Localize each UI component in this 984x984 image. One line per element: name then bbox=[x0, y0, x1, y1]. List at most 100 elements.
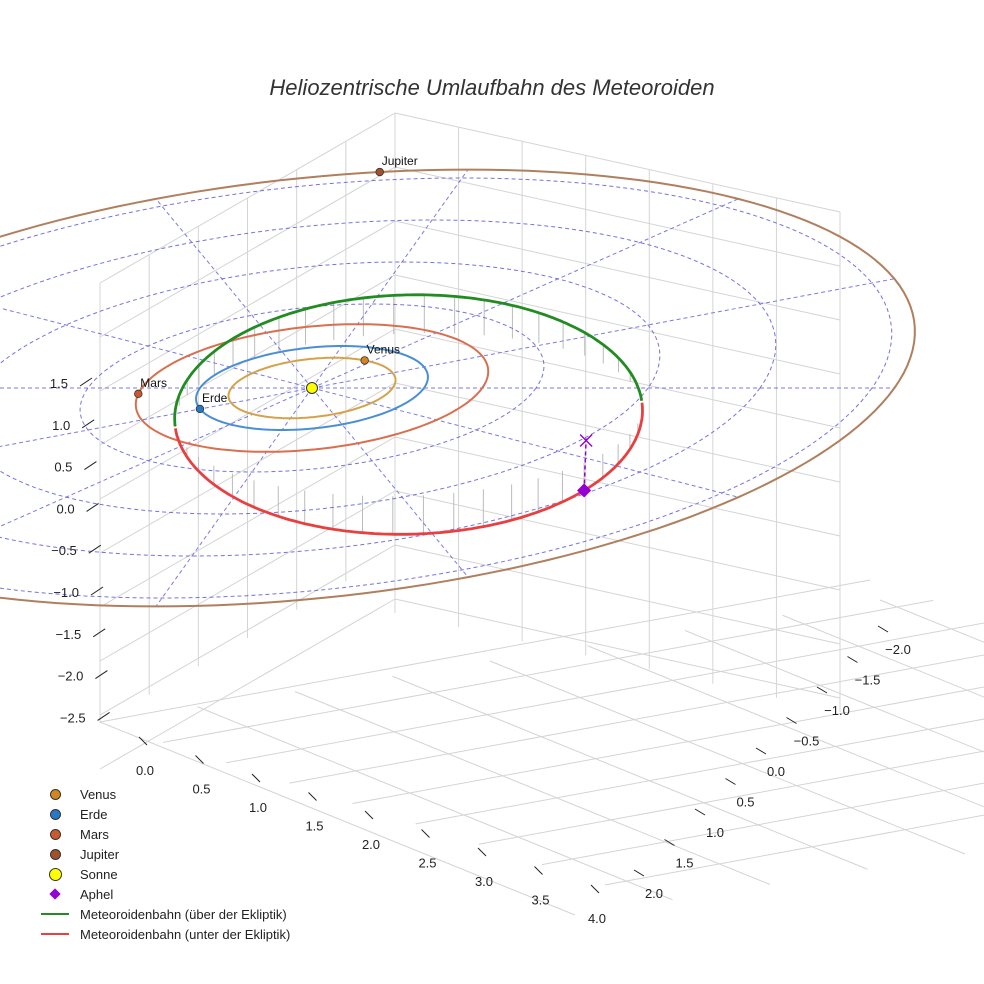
grid-line bbox=[99, 721, 576, 916]
marker-aphel bbox=[577, 483, 592, 498]
y-tick-label: 1.0 bbox=[706, 825, 724, 840]
ecliptic-spoke bbox=[311, 387, 739, 498]
legend-dot-icon bbox=[49, 808, 61, 820]
y-axis-ticks: −2.0 −1.5 −1.0 −0.5 0.0 0.5 1.0 1.5 2.0 bbox=[633, 625, 911, 901]
z-tick-label: −2.5 bbox=[60, 710, 86, 725]
grid-line bbox=[684, 630, 984, 753]
grid-line bbox=[782, 614, 984, 698]
z-tick-label: 0.0 bbox=[57, 501, 75, 516]
x-tick-label: 2.0 bbox=[362, 837, 380, 852]
legend-swatch bbox=[38, 784, 72, 804]
z-tick-label: 1.5 bbox=[50, 376, 68, 391]
y-tick-mark bbox=[633, 869, 645, 877]
chart-title: Heliozentrische Umlaufbahn des Meteoroid… bbox=[269, 75, 714, 100]
ecliptic-spoke bbox=[311, 278, 895, 389]
z-tick-label: −0.5 bbox=[51, 543, 77, 558]
y-tick-mark bbox=[755, 747, 767, 755]
grid-line bbox=[163, 599, 934, 743]
grid-line bbox=[394, 598, 841, 699]
legend-item: Jupiter bbox=[38, 844, 358, 864]
planet-orbits bbox=[0, 168, 916, 608]
grid-line bbox=[394, 328, 841, 429]
z-tick-mark bbox=[95, 670, 108, 680]
marker-jupiter bbox=[375, 167, 384, 177]
legend-label: Meteoroidenbahn (über der Ekliptik) bbox=[80, 906, 287, 922]
grid-back-panes bbox=[99, 112, 841, 770]
x-tick-label: 2.5 bbox=[418, 856, 436, 871]
x-tick-label: 0.5 bbox=[192, 782, 210, 797]
legend-line-icon bbox=[41, 913, 69, 915]
ecliptic-spoke bbox=[0, 387, 313, 448]
marker-venus bbox=[360, 356, 369, 365]
z-tick-mark bbox=[97, 711, 110, 721]
orbit-jupiter bbox=[0, 168, 916, 608]
legend-swatch bbox=[38, 824, 72, 844]
ecliptic-grid bbox=[0, 169, 895, 607]
aphel-cross-stroke bbox=[579, 433, 593, 447]
x-tick-label: 0.0 bbox=[136, 763, 154, 778]
z-tick-mark bbox=[86, 502, 99, 512]
grid-line bbox=[394, 382, 841, 483]
marker-erde bbox=[195, 404, 205, 414]
legend-label: Jupiter bbox=[80, 846, 120, 862]
grid-line bbox=[587, 645, 984, 808]
meteoroid-path-above bbox=[173, 293, 644, 427]
y-tick-label: −1.5 bbox=[855, 673, 881, 688]
grid-line bbox=[294, 691, 771, 885]
legend-swatch bbox=[38, 804, 72, 824]
legend-item: Mars bbox=[38, 824, 358, 844]
grid-line bbox=[541, 782, 984, 866]
grid-line bbox=[289, 654, 984, 784]
legend-swatch bbox=[38, 844, 72, 864]
legend-swatch bbox=[38, 924, 72, 944]
z-tick-label: 1.0 bbox=[52, 418, 70, 433]
z-tick-mark bbox=[79, 377, 93, 387]
z-tick-mark bbox=[84, 461, 97, 471]
legend-label: Aphel bbox=[80, 886, 114, 902]
y-tick-label: −0.5 bbox=[794, 734, 820, 749]
grid-line bbox=[394, 112, 841, 213]
x-tick-mark bbox=[251, 773, 261, 783]
meteoroid-path-below bbox=[174, 402, 644, 536]
y-tick-label: 0.5 bbox=[736, 795, 754, 810]
x-tick-mark bbox=[138, 736, 148, 746]
ecliptic-spoke bbox=[0, 387, 313, 527]
aphel-ecliptic-cross bbox=[579, 433, 593, 447]
y-tick-mark bbox=[847, 656, 858, 663]
legend-dot-icon bbox=[49, 828, 61, 840]
grid-line bbox=[478, 750, 984, 845]
grid-line bbox=[226, 622, 984, 764]
x-tick-label: 4.0 bbox=[588, 911, 606, 926]
y-tick-label: 1.5 bbox=[675, 856, 693, 871]
label-jupiter: Jupiter bbox=[382, 154, 418, 168]
grid-line bbox=[489, 660, 966, 855]
ecliptic-spoke bbox=[155, 198, 313, 389]
grid-line bbox=[604, 814, 984, 886]
legend-swatch bbox=[38, 884, 72, 904]
grid-line bbox=[394, 274, 841, 375]
aphel-drop-line bbox=[583, 438, 587, 491]
x-tick-label: 3.5 bbox=[531, 893, 549, 908]
orbit-mars bbox=[134, 323, 490, 453]
z-tick-label: −2.0 bbox=[58, 669, 84, 684]
x-tick-label: 1.0 bbox=[249, 800, 267, 815]
x-tick-label: 3.0 bbox=[475, 874, 493, 889]
orbit-venus bbox=[227, 356, 397, 420]
legend-item: Venus bbox=[38, 784, 358, 804]
y-tick-mark bbox=[786, 717, 797, 724]
grid-line bbox=[394, 436, 841, 537]
grid-line bbox=[99, 598, 396, 770]
y-tick-mark bbox=[877, 625, 889, 633]
meteoroid-orbit bbox=[173, 293, 644, 536]
grid-line bbox=[352, 686, 984, 804]
marker-sonne bbox=[306, 382, 318, 394]
y-tick-mark bbox=[664, 839, 675, 846]
ecliptic-spoke bbox=[311, 387, 469, 578]
legend-sun-icon bbox=[48, 867, 62, 881]
legend-label: Erde bbox=[80, 806, 108, 822]
legend-label: Venus bbox=[80, 786, 117, 802]
grid-line bbox=[394, 166, 841, 267]
legend-label: Mars bbox=[80, 826, 109, 842]
x-tick-mark bbox=[308, 792, 317, 801]
